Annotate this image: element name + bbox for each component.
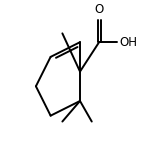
- Text: O: O: [95, 3, 104, 16]
- Text: OH: OH: [120, 36, 138, 49]
